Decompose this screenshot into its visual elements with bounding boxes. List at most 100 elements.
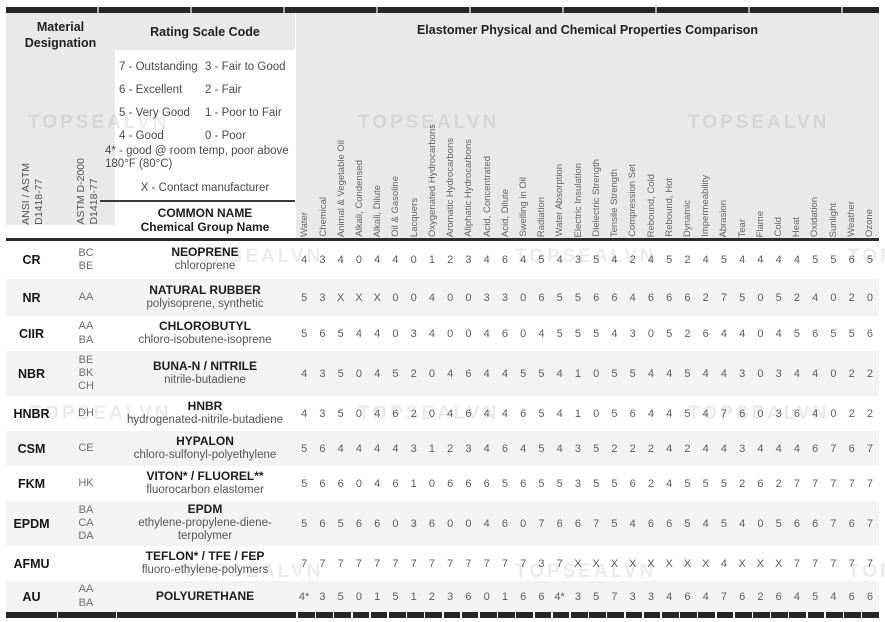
rating-weather: 7 <box>848 557 855 570</box>
rating-alkali-dilute: 6 <box>374 517 381 530</box>
rating-flame: 4 <box>757 442 764 455</box>
common-name: HYPALON <box>176 433 234 448</box>
rating-compression-set: 3 <box>629 590 636 603</box>
column-header-chemical: Chemical <box>314 47 332 237</box>
rating-tensile-strength: X <box>610 557 619 570</box>
column-header-heat: Heat <box>788 47 806 237</box>
rating-lacquers: 3 <box>410 327 417 340</box>
rule-segment <box>534 612 552 618</box>
common-name: HNBR <box>187 398 223 413</box>
rating-aromatic-hydrocarbons: 7 <box>447 557 454 570</box>
material-name-cell: NATURAL RUBBER polyisoprene, synthetic <box>115 282 295 311</box>
rating-oxidation: 4 <box>812 407 819 420</box>
rating-scale-row: 6 - Excellent 2 - Fair <box>119 78 291 101</box>
rule-segment <box>570 612 588 618</box>
rating-lacquers: 2 <box>410 367 417 380</box>
rating-dynamic: 5 <box>684 477 691 490</box>
rating-aliphatic-hydrocarbons: 0 <box>465 517 472 530</box>
rating-chemical: 3 <box>319 254 326 266</box>
rating-alkali-dilute: 4 <box>374 477 381 490</box>
rating-impermeability: 4 <box>702 590 709 603</box>
rating-compression-set: 4 <box>629 517 636 530</box>
column-header-label: Alkali, Condensed <box>354 160 366 237</box>
rating-water-absorption: 4 <box>556 254 563 266</box>
material-name-cell: POLYURETHANE <box>115 589 295 604</box>
rating-abrasion: 5 <box>720 254 727 266</box>
column-header-label: Aromatic Hydrocarbons <box>445 137 457 237</box>
rating-alkali-condensed: 7 <box>355 557 362 570</box>
rule-segment <box>589 612 606 618</box>
rating-tear: 6 <box>739 407 746 420</box>
rating-oil-gasoline: 5 <box>392 367 399 380</box>
rating-rebound-cold: 2 <box>647 442 654 455</box>
common-name: NATURAL RUBBER <box>149 282 261 297</box>
rating-alkali-dilute: 7 <box>374 557 381 570</box>
column-header-electric-insulation: Electric Insulation <box>569 47 587 237</box>
rating-water: 4 <box>301 367 308 380</box>
rating-aromatic-hydrocarbons: 3 <box>447 590 454 603</box>
rating-tensile-strength: 6 <box>611 291 618 304</box>
rating-ozone: 6 <box>866 590 873 603</box>
rating-oxygenated-hydrocarbons: 0 <box>428 407 435 420</box>
astm-codes: CE <box>57 442 115 455</box>
rating-rebound-cold: 4 <box>647 407 654 420</box>
rating-cold: 4 <box>775 327 782 340</box>
rating-oxygenated-hydrocarbons: 1 <box>428 442 435 455</box>
rating-acid-concentrated: 4 <box>483 407 490 420</box>
astm-codes: DH <box>57 407 115 420</box>
rating-sunlight: 7 <box>830 442 837 455</box>
rating-alkali-dilute: 1 <box>374 590 381 603</box>
rating-dynamic: 6 <box>684 291 691 304</box>
column-header-label: Abrasion <box>718 199 730 238</box>
rating-compression-set: 4 <box>629 291 636 304</box>
rating-ozone: 7 <box>866 442 873 455</box>
column-header-dielectric-strength: Dielectric Strength <box>588 47 606 237</box>
rating-chemical: 6 <box>319 327 326 340</box>
rating-ozone: 0 <box>866 291 873 304</box>
rating-flame: 0 <box>757 327 764 340</box>
column-header-label: Rebound, Cold <box>645 173 657 237</box>
rating-alkali-condensed: 0 <box>355 367 362 380</box>
column-header-label: Weather <box>845 201 857 237</box>
rating-acid-dilute: 5 <box>501 477 508 490</box>
rating-water-absorption: 4 <box>556 442 563 455</box>
rating-dynamic: 5 <box>684 407 691 420</box>
rating-lacquers: 0 <box>410 291 417 304</box>
chemical-group-name: ethylene-propylene-diene-terpolymer <box>138 517 272 543</box>
rating-contact-note: X - Contact manufacturer <box>140 182 270 194</box>
rating-oxidation: 7 <box>812 477 819 490</box>
rating-impermeability: 4 <box>702 517 709 530</box>
rating-cold: 4 <box>775 442 782 455</box>
rating-aromatic-hydrocarbons: 4 <box>447 367 454 380</box>
rating-swelling-in-oil: 4 <box>520 254 527 266</box>
astm-codes: HK <box>57 477 115 490</box>
rating-tear: X <box>738 557 746 570</box>
rating-aromatic-hydrocarbons: 4 <box>447 407 454 420</box>
astm-code: AA <box>78 320 94 333</box>
rating-weather: 5 <box>848 327 855 340</box>
rating-compression-set: 2 <box>629 254 636 266</box>
astm-codes: BE BK CH <box>57 354 115 394</box>
comparison-title: Elastomer Physical and Chemical Properti… <box>416 23 759 37</box>
rating-oxidation: 4 <box>812 367 819 380</box>
rating-electric-insulation: 1 <box>574 367 581 380</box>
rating-compression-set: 6 <box>629 407 636 420</box>
rating-scale-item-7-outstanding: 7 - Outstanding <box>119 60 198 73</box>
material-code: CR <box>22 253 41 267</box>
column-header-sunlight: Sunlight <box>824 47 842 237</box>
rating-impermeability: 4 <box>702 367 709 380</box>
rating-compression-set: 2 <box>629 442 636 455</box>
rule-segment <box>661 612 679 618</box>
material-name-cell: VITON* / FLUOREL** fluorocarbon elastomer <box>115 469 295 497</box>
rating-lacquers: 1 <box>410 590 417 603</box>
chemical-group-name: fluorocarbon elastomer <box>146 483 264 496</box>
rating-oil-gasoline: 0 <box>392 291 399 304</box>
rating-aromatic-hydrocarbons: 0 <box>447 327 454 340</box>
top-border-rule <box>6 7 879 13</box>
rating-rebound-hot: 6 <box>666 517 673 530</box>
rating-electric-insulation: 3 <box>574 254 581 266</box>
rating-tear: 4 <box>739 327 746 340</box>
rating-dynamic: 2 <box>684 254 691 266</box>
